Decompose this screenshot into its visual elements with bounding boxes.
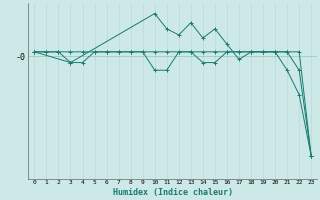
X-axis label: Humidex (Indice chaleur): Humidex (Indice chaleur)	[113, 188, 233, 197]
